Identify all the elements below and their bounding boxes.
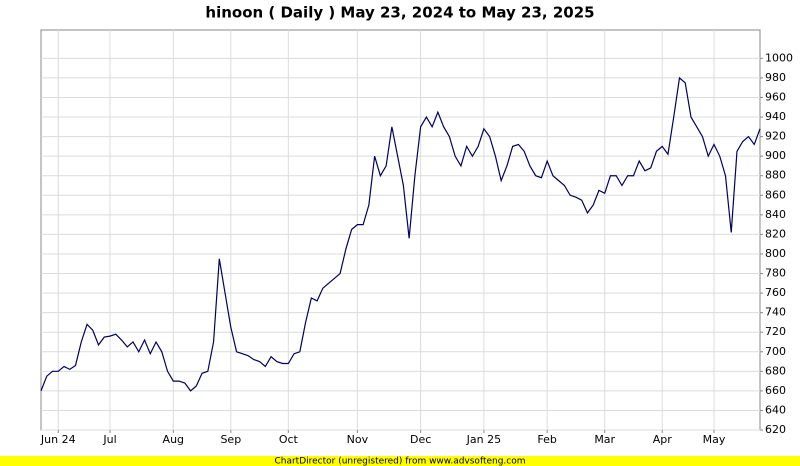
y-tick-label: 720 bbox=[765, 325, 786, 338]
y-tick-label: 1000 bbox=[765, 51, 793, 64]
y-tick-label: 920 bbox=[765, 130, 786, 143]
y-tick-label: 800 bbox=[765, 247, 786, 260]
x-tick-label: Oct bbox=[279, 433, 299, 446]
y-tick-label: 900 bbox=[765, 149, 786, 162]
x-tick-label: Apr bbox=[653, 433, 673, 446]
x-tick-label: Aug bbox=[163, 433, 184, 446]
y-tick-label: 680 bbox=[765, 364, 786, 377]
y-tick-label: 740 bbox=[765, 306, 786, 319]
x-tick-label: Feb bbox=[537, 433, 556, 446]
price-line bbox=[40, 76, 761, 392]
y-tick-label: 960 bbox=[765, 90, 786, 103]
x-tick-label: Jun 24 bbox=[40, 433, 76, 446]
x-tick-label: May bbox=[703, 433, 726, 446]
y-tick-label: 880 bbox=[765, 169, 786, 182]
x-tick-label: Jan 25 bbox=[466, 433, 501, 446]
y-tick-label: 940 bbox=[765, 110, 786, 123]
x-tick-label: Nov bbox=[347, 433, 369, 446]
y-tick-label: 760 bbox=[765, 286, 786, 299]
footer: ChartDirector (unregistered) from www.ad… bbox=[274, 457, 525, 466]
plot-area bbox=[40, 29, 761, 431]
y-tick-label: 620 bbox=[765, 423, 786, 436]
x-tick-label: Sep bbox=[220, 433, 241, 446]
x-tick-label: Jul bbox=[102, 433, 116, 446]
y-tick-label: 840 bbox=[765, 208, 786, 221]
y-tick-label: 980 bbox=[765, 71, 786, 84]
chart-title: hinoon ( Daily ) May 23, 2024 to May 23,… bbox=[205, 4, 594, 22]
x-tick-label: Dec bbox=[410, 433, 431, 446]
y-tick-label: 820 bbox=[765, 227, 786, 240]
x-tick-label: Mar bbox=[594, 433, 615, 446]
y-tick-label: 700 bbox=[765, 345, 786, 358]
y-tick-label: 640 bbox=[765, 403, 786, 416]
footer-bar bbox=[0, 456, 800, 466]
y-tick-label: 780 bbox=[765, 267, 786, 280]
y-tick-label: 660 bbox=[765, 384, 786, 397]
y-tick-label: 860 bbox=[765, 188, 786, 201]
